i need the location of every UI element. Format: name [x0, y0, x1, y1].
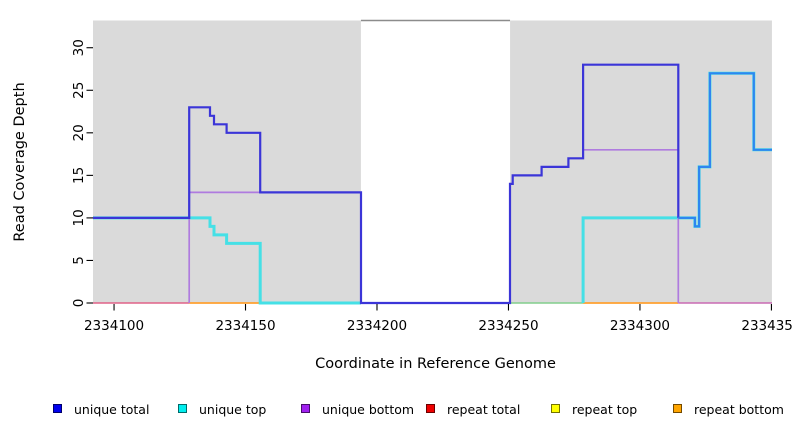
- legend-swatch-icon: [426, 404, 435, 413]
- x-tick-label: 2334200: [347, 318, 407, 334]
- y-tick-label: 0: [71, 299, 87, 308]
- covered-region-right: [510, 20, 772, 304]
- x-tick-label: 2334150: [215, 318, 275, 334]
- y-tick-label: 5: [71, 256, 87, 265]
- legend-swatch-icon: [673, 404, 682, 413]
- x-tick-label: 2334100: [84, 318, 144, 334]
- legend-label: repeat top: [572, 402, 638, 417]
- legend-label: unique total: [74, 402, 150, 417]
- legend-label: unique top: [199, 402, 267, 417]
- y-axis-title: Read Coverage Depth: [12, 82, 28, 242]
- y-tick-label: 15: [71, 167, 87, 184]
- series-line-unique-total: [93, 63, 680, 305]
- series-line-unique-top-left: [93, 216, 361, 305]
- legend-label: unique bottom: [322, 402, 415, 417]
- legend-label: repeat total: [447, 402, 521, 417]
- x-tick-label: 2334300: [610, 318, 670, 334]
- legend-swatch-icon: [551, 404, 560, 413]
- plot-legend: unique total unique top unique bottom repea…: [0, 401, 792, 421]
- y-tick-label: 10: [71, 209, 87, 226]
- legend-swatch-icon: [178, 404, 187, 413]
- legend-label: repeat bottom: [694, 402, 784, 417]
- y-tick-label: 25: [71, 82, 87, 99]
- legend-swatch-icon: [53, 404, 62, 413]
- series-line-unique-total-tail-over-top: [678, 72, 772, 228]
- y-tick-label: 20: [71, 124, 87, 141]
- y-tick-label: 30: [71, 39, 87, 56]
- gap-region: [360, 20, 511, 304]
- x-axis-title: Coordinate in Reference Genome: [315, 356, 556, 372]
- legend-swatch-icon: [301, 404, 310, 413]
- x-tick-label: 2334250: [478, 318, 538, 334]
- covered-region-left: [93, 20, 361, 304]
